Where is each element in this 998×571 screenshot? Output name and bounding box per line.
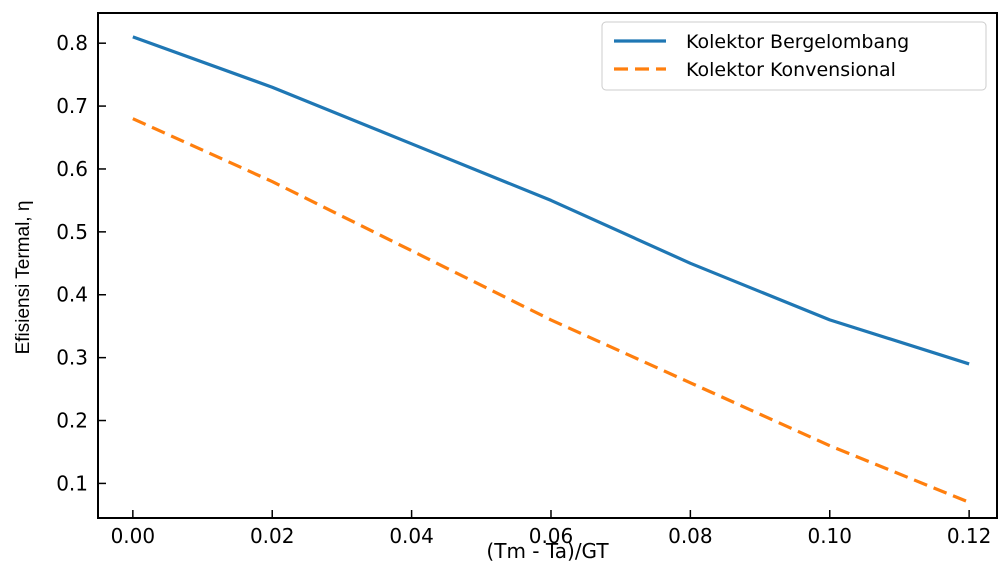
y-axis-ticks: 0.1 0.2 0.3 0.4 0.5 0.6 0.7 0.8	[56, 31, 106, 495]
x-tick-label: 0.02	[250, 524, 295, 548]
y-tick-label: 0.7	[56, 94, 88, 118]
series-line-kolektor-konvensional	[132, 117, 970, 504]
y-tick-label: 0.2	[56, 409, 88, 433]
legend: Kolektor Bergelombang Kolektor Konvensio…	[601, 21, 987, 91]
legend-label-kolektor-konvensional: Kolektor Konvensional	[686, 59, 896, 81]
legend-box	[601, 21, 987, 91]
x-axis-label: (Tm - Ta)/GT	[486, 539, 609, 563]
y-tick-label: 0.8	[56, 31, 88, 55]
x-tick-label: 0.00	[111, 524, 156, 548]
y-tick-label: 0.5	[56, 220, 88, 244]
series-line-kolektor-bergelombang	[132, 35, 970, 366]
plot-area-frame	[97, 12, 998, 519]
x-axis-ticks: 0.00 0.02 0.04 0.06 0.08 0.10 0.12	[111, 510, 992, 548]
x-tick-label: 0.08	[668, 524, 713, 548]
y-tick-label: 0.6	[56, 157, 88, 181]
x-tick-label: 0.10	[807, 524, 852, 548]
x-tick-label: 0.12	[947, 524, 992, 548]
y-tick-label: 0.1	[56, 471, 88, 495]
legend-label-kolektor-bergelombang: Kolektor Bergelombang	[686, 31, 909, 53]
y-tick-label: 0.4	[56, 283, 88, 307]
y-axis-label: Efisiensi Termal, η	[13, 201, 34, 355]
x-tick-label: 0.04	[389, 524, 434, 548]
y-tick-label: 0.3	[56, 346, 88, 370]
series-layer	[132, 35, 970, 504]
x-tick-label: 0.06	[529, 524, 574, 548]
